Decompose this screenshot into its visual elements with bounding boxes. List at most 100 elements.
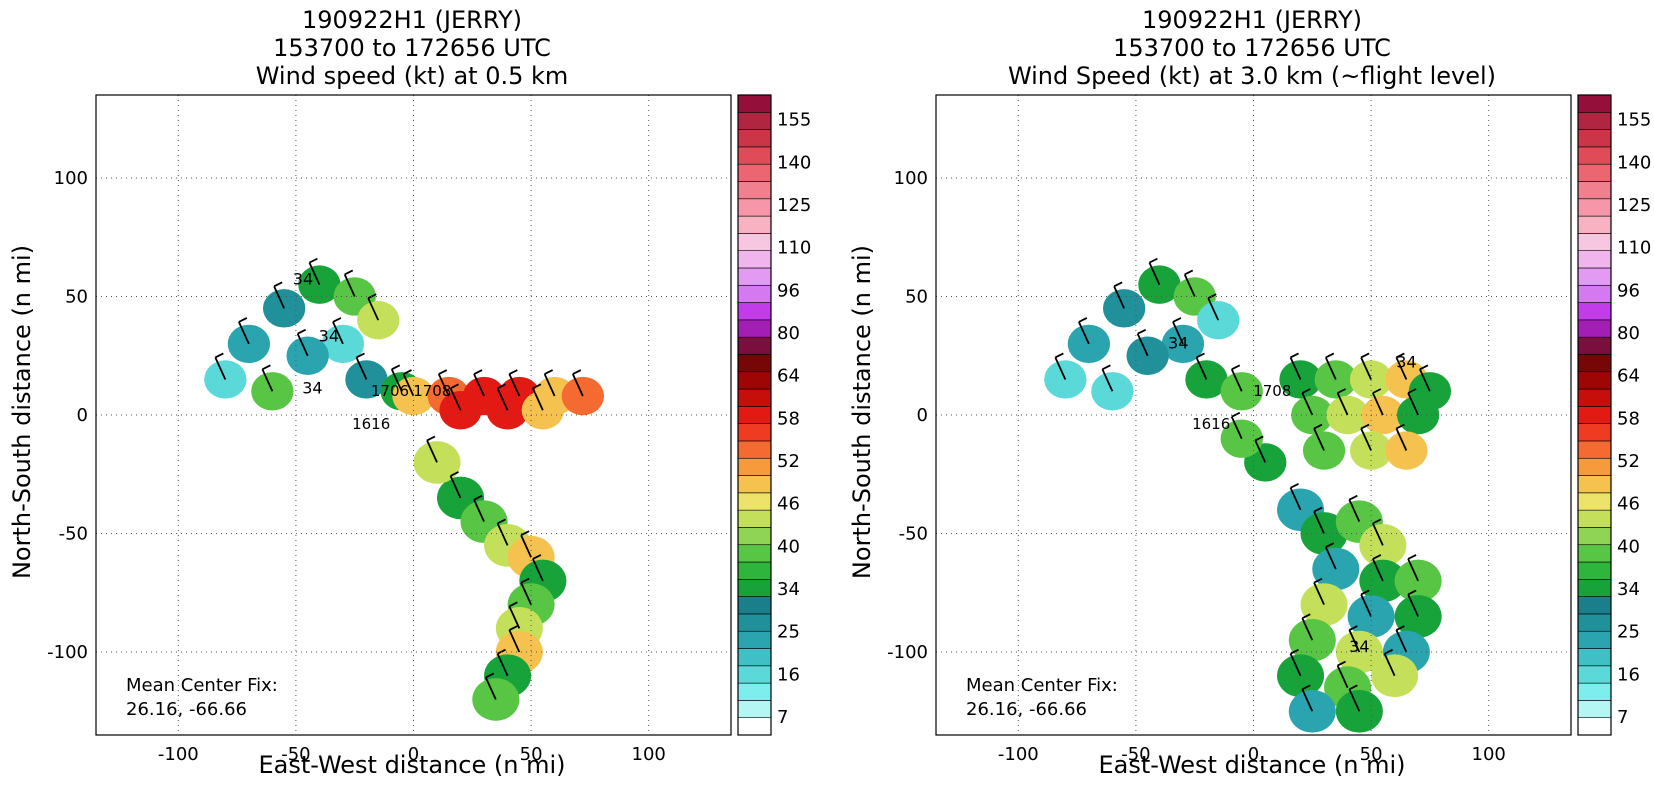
annotation-line-2: 26.16, -66.66	[966, 699, 1087, 720]
colorbar-bin	[1577, 354, 1612, 373]
colorbar-bin	[1577, 682, 1612, 701]
barb-feather	[1348, 494, 1358, 501]
colorbar-label: 34	[777, 579, 800, 600]
colorbar-bin	[1577, 509, 1612, 528]
barb-feather	[1407, 388, 1417, 394]
wind-cell	[1394, 595, 1442, 638]
colorbar-label: 25	[1617, 622, 1640, 643]
barb-feather	[485, 672, 495, 679]
barb-staff	[1360, 357, 1372, 380]
colorbar-bin	[737, 284, 772, 303]
colorbar-frame	[1577, 94, 1612, 736]
barb-feather	[1395, 352, 1405, 359]
barb-staff	[332, 321, 344, 345]
barb-staff	[1419, 368, 1431, 392]
colorbar-bin	[1577, 492, 1612, 511]
barb-feather	[508, 601, 518, 608]
barb-staff	[261, 368, 274, 392]
barb-staff	[1407, 392, 1419, 416]
axes-frame	[95, 94, 732, 736]
barb-staff	[1383, 653, 1396, 677]
barb-staff	[1372, 558, 1384, 582]
colorbar-bin	[1577, 336, 1612, 355]
wind-barbs	[1054, 257, 1431, 712]
colorbar-bin	[1577, 302, 1612, 321]
colorbar-bin	[737, 440, 772, 459]
mean-center-fix: Mean Center Fix: 26.16, -66.66	[966, 675, 1118, 720]
colorbar-bin	[737, 475, 772, 494]
colorbar-bin	[1577, 561, 1612, 580]
colorbar-bin	[737, 423, 772, 442]
barb-feather	[1231, 411, 1241, 418]
y-axis-label: North-South distance (n mi)	[8, 245, 36, 579]
barb-feather	[1419, 364, 1429, 371]
barb-feather	[1149, 257, 1158, 264]
barb-staff	[508, 605, 521, 629]
barb-feather	[1337, 660, 1346, 667]
title-line-1: 190922H1 (JERRY)	[1142, 6, 1362, 34]
colorbar-bin	[1577, 181, 1612, 200]
barb-staff	[1348, 629, 1361, 653]
colorbar-bin	[1577, 215, 1612, 234]
colorbar-bin	[1577, 319, 1612, 338]
x-tick-label: -100	[998, 744, 1039, 765]
wind-cell	[1335, 630, 1383, 674]
wind-cell	[298, 265, 341, 304]
colorbar-label: 52	[1617, 451, 1640, 472]
colorbar-bin	[737, 181, 772, 200]
colorbar-bin	[737, 579, 772, 597]
colorbar-bin	[1577, 371, 1612, 390]
x-axis-label: East-West distance (n mi)	[258, 751, 565, 779]
colorbar-bin	[737, 492, 772, 511]
barb-feather	[309, 257, 318, 264]
barb-feather	[1325, 542, 1335, 548]
colorbar-label: 155	[1617, 110, 1651, 131]
colorbar-bin	[737, 371, 772, 390]
barb-feather	[273, 281, 283, 288]
colorbar-bin	[1577, 146, 1612, 165]
barb-staff	[343, 274, 356, 297]
barb-feather	[238, 317, 248, 323]
barb-staff	[1301, 392, 1314, 416]
barb-feather	[497, 383, 506, 390]
barb-staff	[214, 357, 227, 380]
barb-staff	[308, 262, 321, 286]
wind-cell	[1161, 324, 1205, 364]
colorbar-bin	[737, 233, 772, 251]
colorbar-label: 80	[1617, 323, 1640, 344]
barb-staff	[496, 653, 509, 677]
colorbar-bin	[737, 267, 772, 286]
barb-staff	[1289, 653, 1302, 677]
barb-feather	[1384, 648, 1394, 655]
barb-staff	[1324, 357, 1337, 380]
barb-staff	[1172, 321, 1184, 345]
colorbar-bin	[737, 682, 772, 701]
colorbar-label: 7	[777, 707, 788, 728]
grid	[96, 95, 731, 735]
colorbar-bin	[1577, 111, 1612, 130]
colorbar-label: 64	[1617, 366, 1640, 387]
barb-feather	[450, 471, 459, 477]
barb-staff	[1230, 416, 1243, 440]
barb-staff	[520, 534, 532, 558]
barb-staff	[520, 582, 532, 606]
barb-staff	[449, 475, 462, 499]
track-label: 1708	[1253, 382, 1291, 400]
axes-frame	[935, 94, 1572, 736]
barb-feather	[1313, 423, 1323, 430]
barb-staff	[367, 297, 380, 321]
colorbar-bin	[1577, 163, 1612, 182]
wind-cell	[1349, 360, 1393, 399]
colorbar: 7 16 25 34 40 46 52 58 64 80 96 110 125 140 155	[1577, 94, 1651, 736]
barb-staff	[572, 373, 584, 397]
track-label: 1708	[413, 382, 451, 400]
barb-staff	[543, 373, 556, 397]
colorbar-bin	[1577, 233, 1612, 251]
barb-staff	[1360, 428, 1372, 451]
barb-feather	[532, 554, 542, 560]
colorbar-bin	[1577, 457, 1612, 476]
colorbar-label: 16	[1617, 664, 1640, 685]
colorbar-label: 58	[777, 408, 800, 429]
